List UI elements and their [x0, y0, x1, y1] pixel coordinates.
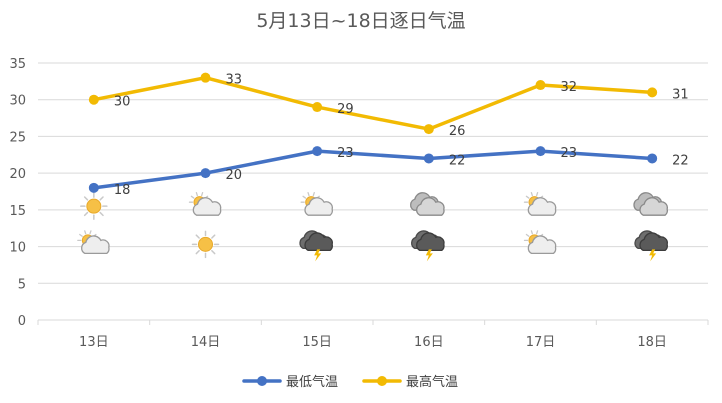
thunderstorm-icon	[411, 230, 445, 262]
y-tick-label: 20	[9, 167, 26, 182]
sunny-icon	[191, 230, 220, 259]
partly-cloudy-icon	[523, 192, 557, 216]
data-label: 23	[337, 146, 354, 161]
data-point	[423, 153, 434, 164]
data-label: 33	[226, 73, 243, 88]
partly-cloudy-icon	[77, 230, 110, 255]
data-point	[535, 80, 546, 91]
y-tick-label: 35	[9, 57, 26, 72]
cloudy-icon	[633, 192, 668, 216]
partly-cloudy-icon	[523, 230, 557, 255]
y-tick-label: 5	[18, 277, 26, 292]
y-tick-label: 15	[9, 204, 26, 219]
partly-cloudy-icon	[300, 192, 333, 216]
thunderstorm-icon	[299, 230, 333, 262]
data-point	[647, 153, 658, 164]
partly-cloudy-icon	[188, 192, 222, 216]
data-point	[312, 102, 323, 113]
x-tick-label: 16日	[414, 335, 444, 350]
data-label: 22	[672, 153, 689, 168]
legend-label: 最低气温	[286, 374, 338, 390]
x-tick-label: 14日	[191, 335, 221, 350]
data-label: 23	[561, 146, 578, 161]
data-point	[535, 146, 546, 157]
data-point	[88, 94, 99, 105]
data-label: 20	[226, 168, 243, 183]
data-point	[200, 72, 211, 83]
y-tick-label: 0	[18, 314, 26, 329]
data-point	[200, 168, 211, 179]
y-tick-label: 25	[9, 130, 26, 145]
series-line	[92, 149, 654, 190]
thunderstorm-icon	[634, 230, 668, 262]
data-label: 32	[561, 80, 578, 95]
data-point	[88, 182, 99, 193]
x-tick-label: 17日	[526, 335, 556, 350]
y-tick-label: 10	[9, 241, 26, 256]
data-point	[647, 87, 658, 98]
cloudy-icon	[410, 192, 445, 216]
data-label: 18	[114, 183, 131, 198]
data-label: 31	[672, 87, 689, 102]
legend-marker	[257, 376, 267, 386]
sunny-icon	[80, 192, 108, 220]
x-tick-label: 13日	[79, 335, 109, 350]
data-label: 30	[114, 95, 131, 110]
data-point	[312, 146, 323, 157]
data-label: 26	[449, 124, 466, 139]
chart-title: 5月13日~18日逐日气温	[256, 10, 466, 32]
legend-label: 最高气温	[406, 374, 458, 390]
data-label: 29	[337, 102, 354, 117]
y-tick-label: 30	[9, 94, 26, 109]
x-tick-label: 18日	[637, 335, 667, 350]
data-label: 22	[449, 153, 466, 168]
data-point	[423, 124, 434, 135]
series-line	[92, 75, 654, 131]
x-tick-label: 15日	[302, 335, 332, 350]
legend-marker	[377, 376, 387, 386]
